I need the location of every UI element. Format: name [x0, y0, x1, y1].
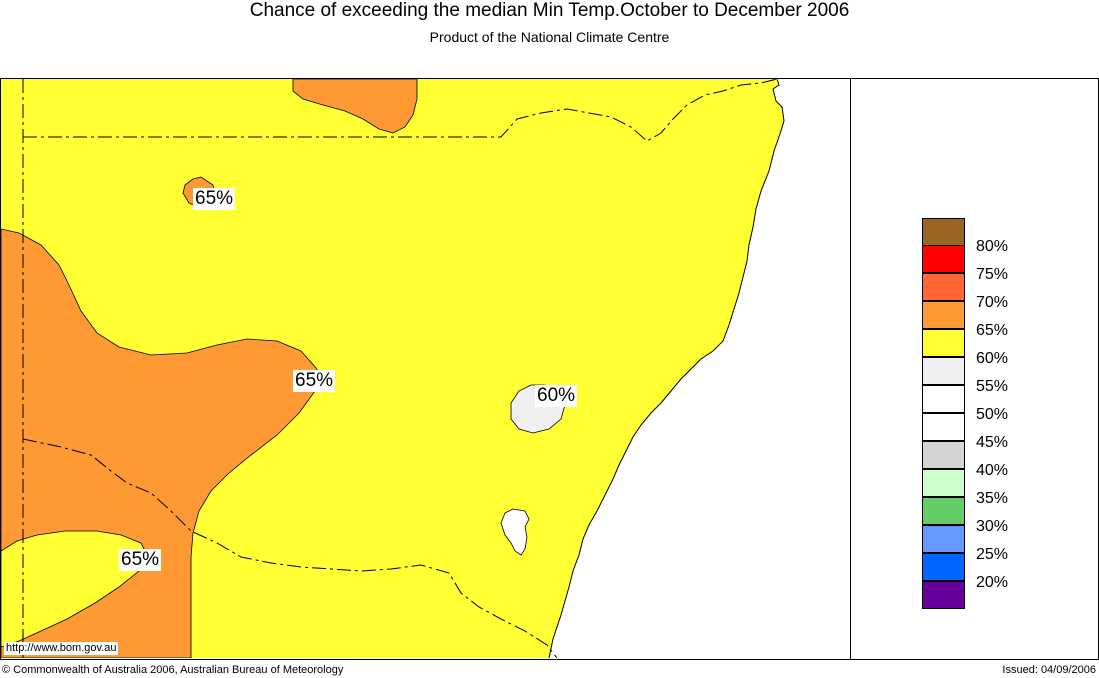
legend-swatch-bottom [922, 581, 965, 609]
legend-label-75: 75% [976, 266, 1009, 283]
legend-label-25: 25% [976, 546, 1009, 563]
legend-label-20: 20% [976, 574, 1009, 591]
legend-swatch-65 [922, 301, 965, 329]
lake [500, 508, 530, 556]
legend-label-70: 70% [976, 294, 1009, 311]
legend-swatch-25 [922, 525, 965, 553]
issued-date: Issued: 04/09/2006 [1002, 664, 1096, 676]
legend-divider [850, 78, 851, 659]
probability-map [1, 79, 785, 658]
legend-label-55: 55% [976, 378, 1009, 395]
legend-label-40: 40% [976, 462, 1009, 479]
map-subtitle: Product of the National Climate Centre [429, 29, 670, 45]
orange-region-north [292, 79, 418, 134]
map-label-60-east: 60% [535, 385, 578, 407]
legend-label-45: 45% [976, 434, 1009, 451]
legend-label-65: 65% [976, 322, 1009, 339]
legend-swatch-45 [922, 413, 965, 441]
map-label-65-west: 65% [293, 370, 336, 392]
map-title: Chance of exceeding the median Min Temp.… [249, 0, 850, 21]
legend-swatch-35 [922, 469, 965, 497]
map-label-65-north: 65% [193, 188, 236, 210]
legend-swatch-50 [922, 385, 965, 413]
legend-label-50: 50% [976, 406, 1009, 423]
coastline [548, 79, 785, 658]
legend-label-60: 60% [976, 350, 1009, 367]
bom-url: http://www.bom.gov.au [4, 642, 119, 655]
copyright-notice: © Commonwealth of Australia 2006, Austra… [2, 664, 344, 676]
legend-label-30: 30% [976, 518, 1009, 535]
legend-swatch-40 [922, 441, 965, 469]
legend-swatch-20 [922, 553, 965, 581]
legend-label-35: 35% [976, 490, 1009, 507]
legend-swatch-70 [922, 273, 965, 301]
legend-swatch-75 [922, 245, 965, 273]
legend-label-80: 80% [976, 238, 1009, 255]
legend-swatch-60 [922, 329, 965, 357]
map-label-65-southwest: 65% [119, 549, 162, 571]
legend-swatch-30 [922, 497, 965, 525]
state-borders [22, 79, 778, 658]
legend-swatch-80 [922, 218, 965, 246]
legend-swatch-55 [922, 357, 965, 385]
